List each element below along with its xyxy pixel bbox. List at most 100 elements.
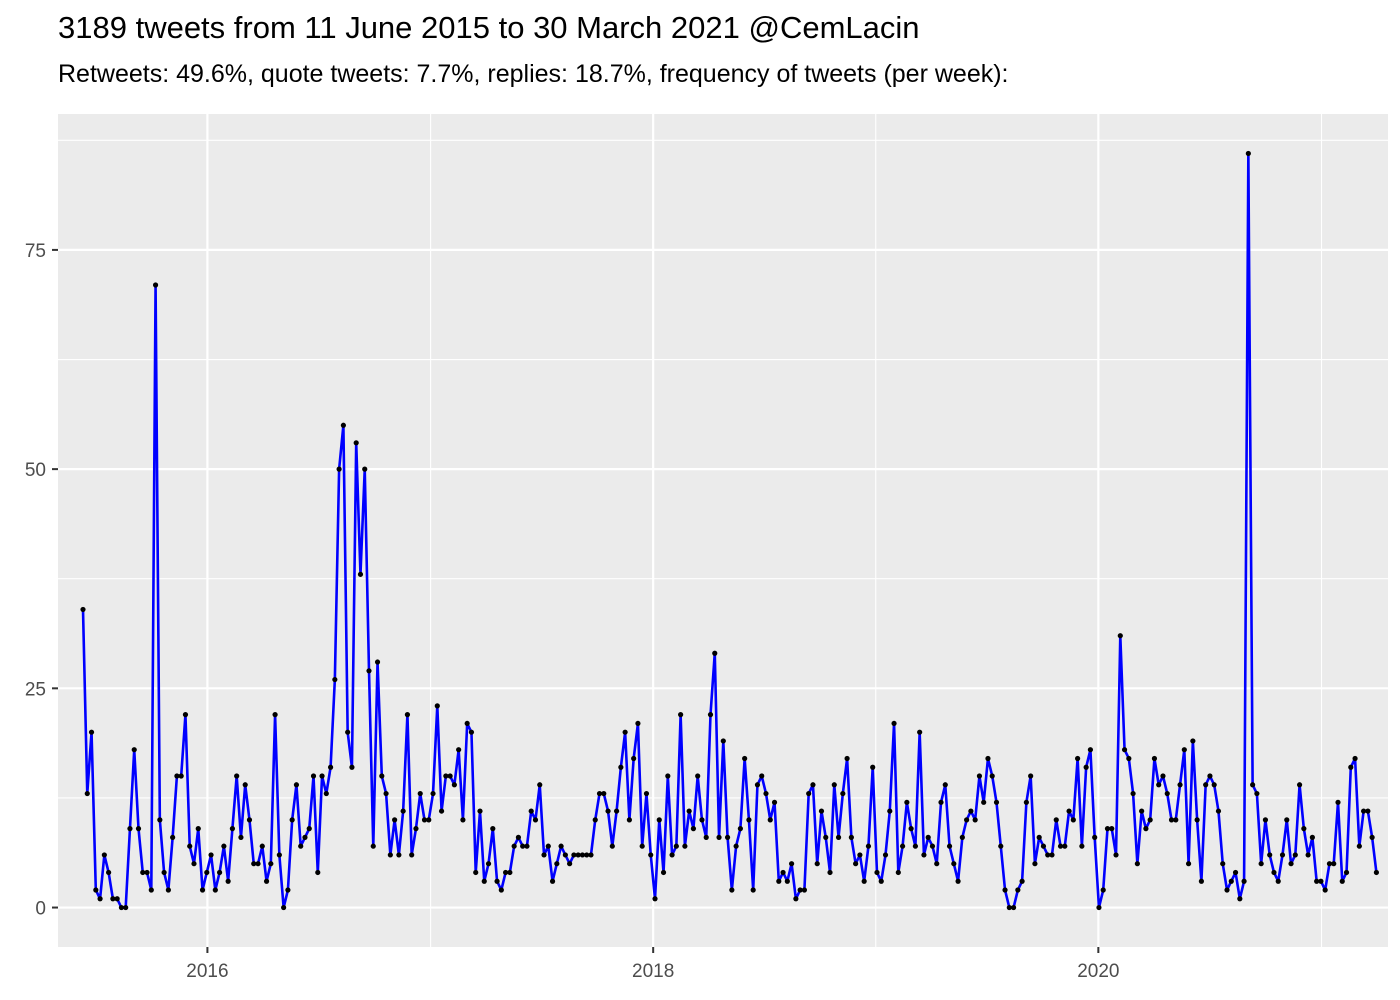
data-point	[127, 826, 133, 832]
grid-minor	[58, 114, 1388, 947]
data-point	[639, 843, 645, 849]
data-point	[554, 861, 560, 867]
data-point	[1130, 790, 1136, 797]
data-point	[656, 817, 662, 823]
series-line	[81, 152, 1378, 909]
data-point	[1301, 826, 1307, 832]
data-point	[293, 782, 300, 788]
data-point	[904, 799, 910, 805]
data-point	[498, 887, 504, 893]
data-point	[195, 826, 201, 832]
data-point	[925, 834, 931, 840]
y-tick-label: 0	[35, 899, 46, 920]
data-point	[84, 790, 90, 797]
data-point	[182, 712, 189, 718]
data-point	[1083, 764, 1089, 770]
data-point	[976, 773, 983, 779]
data-point	[460, 817, 466, 823]
data-point	[152, 282, 159, 288]
data-point	[929, 843, 936, 849]
chart-subtitle: Retweets: 49.6%, quote tweets: 7.7%, rep…	[58, 60, 1009, 88]
data-point	[404, 712, 411, 718]
data-point	[1361, 808, 1367, 814]
data-point	[148, 887, 154, 893]
data-point	[434, 703, 440, 709]
data-point	[1126, 755, 1132, 762]
data-point	[1117, 633, 1123, 639]
data-point	[1241, 878, 1247, 884]
data-point	[1109, 826, 1115, 832]
data-point	[490, 826, 496, 832]
data-point	[690, 826, 697, 832]
data-point	[703, 834, 709, 840]
data-point	[968, 808, 974, 814]
data-point	[1104, 826, 1111, 832]
data-point	[1292, 852, 1298, 858]
data-point	[891, 720, 897, 727]
data-point	[814, 861, 820, 867]
data-point	[793, 896, 799, 902]
data-point	[951, 861, 957, 867]
x-tick-label: 2016	[186, 961, 228, 982]
chart-title: 3189 tweets from 11 June 2015 to 30 Marc…	[58, 10, 920, 45]
data-point	[596, 790, 603, 797]
data-point	[1121, 747, 1128, 753]
data-point	[767, 817, 773, 823]
data-point	[575, 852, 581, 858]
data-point	[882, 852, 889, 858]
data-point	[549, 878, 556, 884]
data-point	[161, 869, 167, 876]
data-point	[682, 843, 688, 849]
data-point	[374, 659, 381, 665]
series-layer	[80, 150, 1380, 911]
data-point	[524, 843, 530, 849]
data-point	[1177, 782, 1183, 788]
data-point	[259, 843, 265, 849]
data-point	[1036, 834, 1042, 840]
data-point	[1160, 773, 1166, 779]
data-point	[276, 852, 282, 858]
data-point	[998, 843, 1004, 849]
data-point	[964, 817, 970, 823]
data-point	[695, 773, 701, 779]
data-point	[468, 729, 475, 735]
data-point	[771, 799, 778, 805]
data-point	[784, 878, 790, 884]
data-point	[763, 790, 769, 797]
data-point	[1006, 904, 1012, 911]
data-point	[754, 782, 761, 788]
data-point	[251, 861, 257, 867]
data-point	[1314, 878, 1320, 884]
data-point	[609, 843, 615, 849]
data-point	[989, 773, 995, 779]
data-point	[229, 826, 236, 832]
data-point	[934, 861, 940, 867]
data-point	[481, 878, 487, 884]
data-point	[1139, 808, 1145, 814]
data-point	[234, 773, 240, 779]
data-point	[357, 571, 364, 577]
data-point	[720, 738, 726, 744]
data-point	[835, 834, 842, 840]
data-point	[1211, 782, 1217, 788]
data-point	[1079, 843, 1085, 849]
data-point	[383, 790, 389, 797]
data-point	[844, 755, 850, 762]
data-point	[601, 790, 607, 797]
data-point	[413, 826, 419, 832]
data-point	[938, 799, 944, 805]
data-point	[208, 852, 214, 858]
data-point	[1075, 755, 1081, 762]
data-point	[302, 834, 308, 840]
data-point	[1092, 834, 1098, 840]
data-point	[1168, 817, 1175, 823]
data-point	[861, 878, 867, 884]
data-point	[733, 843, 739, 849]
data-point	[289, 817, 295, 823]
data-point	[1245, 150, 1251, 157]
data-point	[88, 729, 95, 735]
data-point	[1309, 834, 1315, 840]
data-point	[1224, 887, 1230, 893]
data-point	[1279, 852, 1286, 858]
data-point	[1348, 764, 1354, 770]
